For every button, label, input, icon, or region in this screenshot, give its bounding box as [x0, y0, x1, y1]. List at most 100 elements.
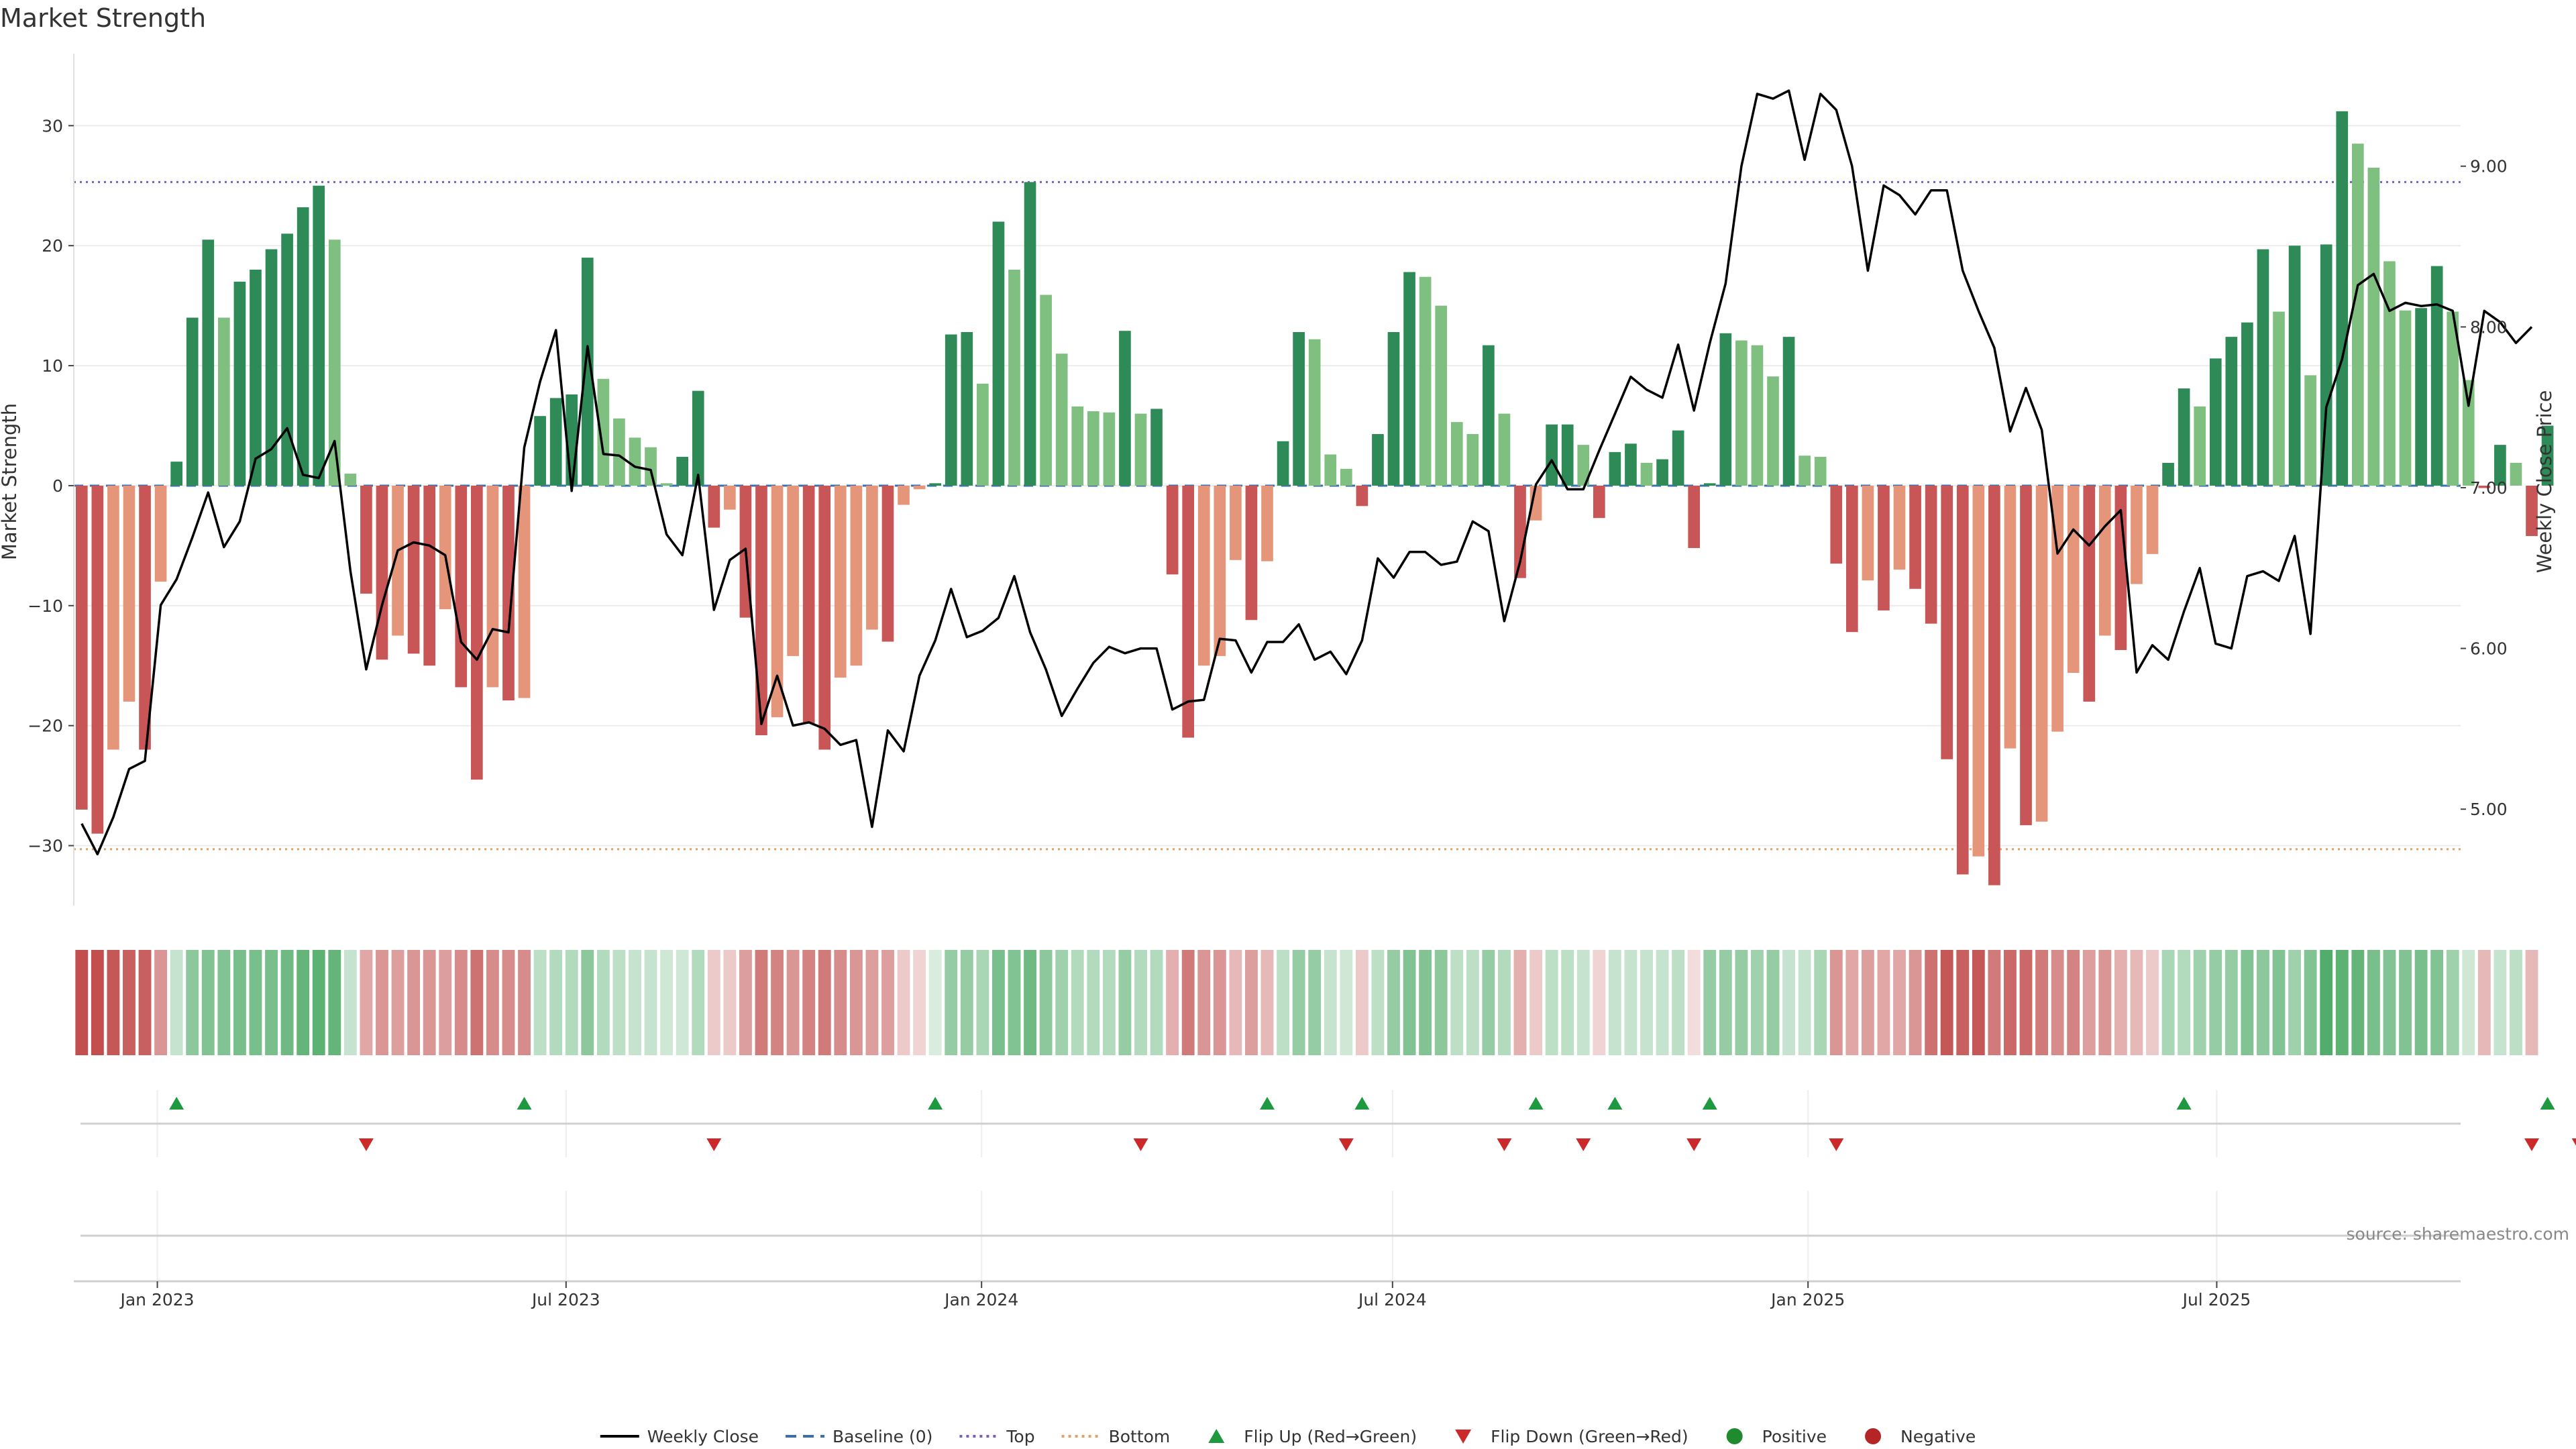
heat-cell	[1798, 950, 1811, 1055]
heat-cell	[771, 950, 784, 1055]
heat-cell	[1213, 950, 1226, 1055]
strength-bar	[2304, 375, 2316, 486]
flip-up-marker	[1354, 1097, 1370, 1110]
heat-strip	[75, 950, 2538, 1055]
weekly-close-series	[80, 89, 2533, 856]
heat-cell	[1387, 950, 1400, 1055]
strength-bar	[1498, 413, 1511, 486]
heat-cell	[692, 950, 705, 1055]
heat-cell	[154, 950, 168, 1055]
legend-label: Weekly Close	[647, 1427, 759, 1446]
strength-bar	[1119, 331, 1131, 486]
strength-bar	[1830, 485, 1843, 564]
strength-bar	[881, 485, 894, 642]
heat-cell	[2146, 950, 2159, 1055]
heat-cell	[945, 950, 958, 1055]
strength-bar	[2004, 485, 2017, 749]
heat-cell	[1624, 950, 1638, 1055]
strength-bar	[2447, 311, 2459, 486]
strength-bar	[1450, 422, 1463, 486]
heat-cell	[2224, 950, 2238, 1055]
strength-bar	[992, 221, 1005, 486]
strength-bar	[1483, 345, 1495, 486]
strength-bar	[2067, 485, 2080, 673]
heat-cell	[1703, 950, 1717, 1055]
heat-cell	[2430, 950, 2444, 1055]
strength-bar	[344, 474, 357, 486]
heat-cell	[186, 950, 199, 1055]
heat-cell	[1640, 950, 1653, 1055]
heat-cell	[376, 950, 388, 1055]
strength-bar	[1214, 485, 1226, 656]
strength-bar	[2194, 406, 2206, 486]
strength-bar	[1799, 455, 1811, 486]
strength-bar	[1166, 485, 1179, 575]
strength-bar	[1972, 485, 1985, 857]
strength-bar	[1435, 305, 1448, 486]
heat-cell	[1229, 950, 1242, 1055]
strength-bar	[313, 185, 325, 486]
strength-bar	[2478, 485, 2491, 488]
strength-bar	[1182, 485, 1195, 738]
strength-bar	[1672, 430, 1684, 486]
heat-cell	[2399, 950, 2412, 1055]
strength-bar	[1878, 485, 1890, 610]
legend-label: Negative	[1900, 1427, 1976, 1446]
flip-up-marker	[2540, 1097, 2555, 1110]
heat-cell	[2510, 950, 2522, 1055]
strength-bar	[2146, 485, 2159, 554]
heat-cell	[2004, 950, 2017, 1055]
heat-cell	[2051, 950, 2064, 1055]
heat-cell	[1434, 950, 1448, 1055]
x-axis: Jan 2023 Jul 2023 Jan 2024 Jul 2024 Jan 2025…	[74, 1280, 2461, 1309]
strength-bar	[1277, 441, 1289, 486]
strength-bar	[455, 485, 468, 688]
strength-bar	[2510, 462, 2522, 486]
strength-bar	[1419, 276, 1432, 486]
strength-bar	[850, 485, 863, 666]
strength-bar	[2494, 445, 2506, 486]
heat-cell	[897, 950, 910, 1055]
heat-cell	[1308, 950, 1322, 1055]
legend-item: Baseline (0)	[786, 1427, 932, 1446]
strength-bar	[2367, 167, 2380, 486]
heat-cell	[1260, 950, 1274, 1055]
strength-bar	[755, 485, 767, 735]
legend: Weekly Close Baseline (0) Top Bottom Flip Up…	[600, 1427, 1976, 1446]
strength-bar	[1150, 409, 1163, 486]
heat-cell	[596, 950, 610, 1055]
heat-cell	[1134, 950, 1147, 1055]
heat-cell	[1340, 950, 1353, 1055]
heat-cell	[1877, 950, 1890, 1055]
legend-label: Flip Down (Green→Red)	[1491, 1427, 1688, 1446]
legend-label: Bottom	[1109, 1427, 1171, 1446]
strength-bar	[1134, 413, 1147, 486]
heat-cell	[328, 950, 341, 1055]
heat-cell	[865, 950, 879, 1055]
legend-label: Positive	[1762, 1427, 1827, 1446]
strength-bar	[818, 485, 831, 750]
heat-cell	[2130, 950, 2143, 1055]
strength-bar	[645, 447, 657, 486]
strength-bar	[961, 331, 973, 486]
heat-cell	[2082, 950, 2096, 1055]
flip-up-marker	[1260, 1097, 1275, 1110]
strength-bar	[91, 485, 104, 834]
heat-cell	[818, 950, 831, 1055]
strength-bar	[1087, 411, 1099, 486]
legend-item: Positive	[1726, 1427, 1827, 1446]
strength-bar	[929, 483, 942, 486]
strength-bar	[423, 485, 436, 666]
heat-cell	[1039, 950, 1053, 1055]
strength-bar	[1703, 483, 1716, 486]
strength-bar	[2383, 261, 2396, 486]
strength-bar	[2162, 462, 2174, 486]
heat-cell	[518, 950, 531, 1055]
heat-cell	[1845, 950, 1859, 1055]
heat-cell	[138, 950, 152, 1055]
x-tick-label: Jan 2023	[119, 1290, 194, 1309]
y-tick-label-left: 10	[42, 356, 63, 376]
strength-bar	[250, 269, 262, 486]
strength-bar	[1782, 337, 1795, 486]
legend-item: Flip Down (Green→Red)	[1455, 1427, 1688, 1446]
